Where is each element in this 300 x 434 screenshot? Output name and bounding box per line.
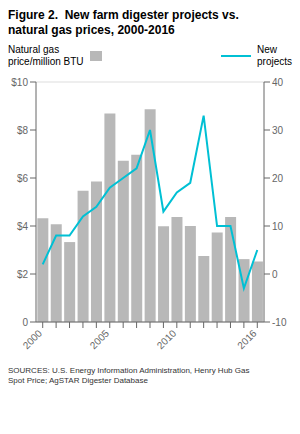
svg-text:$6: $6: [17, 173, 29, 184]
html-text:SOURCES: U.S. Energy Informati: SOURCES: U.S. Energy Information Adminis…: [8, 366, 250, 385]
svg-text:$10: $10: [11, 77, 28, 88]
svg-text:0: 0: [22, 317, 28, 328]
svg-text:20: 20: [272, 173, 284, 184]
svg-text:10: 10: [272, 221, 284, 232]
svg-text:40: 40: [272, 77, 284, 88]
svg-text:30: 30: [272, 125, 284, 136]
svg-text:2016: 2016: [235, 327, 259, 351]
svg-text:2005: 2005: [88, 327, 112, 351]
html-text:New projects: New projects: [257, 44, 292, 67]
html-text:Figure 2. New farm digester pr: Figure 2. New farm digester projects vs.…: [8, 8, 239, 37]
svg-text:0: 0: [272, 269, 278, 280]
svg-text:$4: $4: [17, 221, 29, 232]
html-text:Natural gas price/million BTU: Natural gas price/million BTU: [8, 44, 84, 67]
svg-text:-10: -10: [272, 317, 287, 328]
svg-text:2010: 2010: [155, 327, 179, 351]
svg-text:$8: $8: [17, 125, 29, 136]
svg-text:2000: 2000: [21, 327, 45, 351]
svg-text:$2: $2: [17, 269, 29, 280]
